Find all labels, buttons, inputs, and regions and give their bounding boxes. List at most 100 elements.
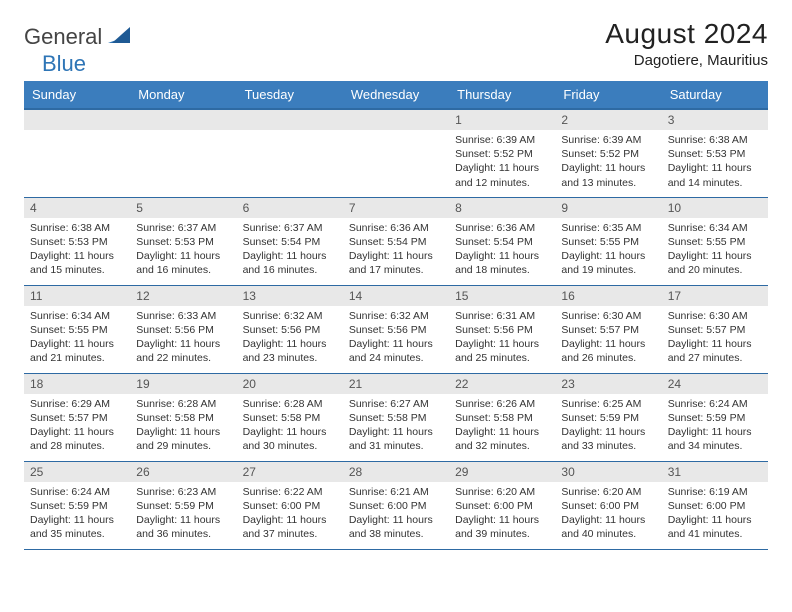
day-info: Sunrise: 6:39 AMSunset: 5:52 PMDaylight:…	[555, 130, 661, 193]
calendar-row: 1Sunrise: 6:39 AMSunset: 5:52 PMDaylight…	[24, 109, 768, 197]
brand-word-2: Blue	[42, 51, 86, 77]
day-info: Sunrise: 6:36 AMSunset: 5:54 PMDaylight:…	[449, 218, 555, 281]
day-cell: 25Sunrise: 6:24 AMSunset: 5:59 PMDayligh…	[24, 461, 130, 549]
header: General August 2024 Dagotiere, Mauritius	[24, 18, 768, 69]
day-cell: 14Sunrise: 6:32 AMSunset: 5:56 PMDayligh…	[343, 285, 449, 373]
day-cell: 28Sunrise: 6:21 AMSunset: 6:00 PMDayligh…	[343, 461, 449, 549]
day-cell	[130, 109, 236, 197]
day-info: Sunrise: 6:38 AMSunset: 5:53 PMDaylight:…	[662, 130, 768, 193]
location-label: Dagotiere, Mauritius	[605, 52, 768, 69]
day-cell: 2Sunrise: 6:39 AMSunset: 5:52 PMDaylight…	[555, 109, 661, 197]
day-number: 23	[555, 374, 661, 394]
empty-day-bar	[237, 110, 343, 130]
day-cell: 23Sunrise: 6:25 AMSunset: 5:59 PMDayligh…	[555, 373, 661, 461]
day-cell: 4Sunrise: 6:38 AMSunset: 5:53 PMDaylight…	[24, 197, 130, 285]
day-info: Sunrise: 6:20 AMSunset: 6:00 PMDaylight:…	[449, 482, 555, 545]
day-cell: 16Sunrise: 6:30 AMSunset: 5:57 PMDayligh…	[555, 285, 661, 373]
empty-day-bar	[343, 110, 449, 130]
day-cell: 8Sunrise: 6:36 AMSunset: 5:54 PMDaylight…	[449, 197, 555, 285]
weekday-header: Thursday	[449, 81, 555, 109]
day-info: Sunrise: 6:38 AMSunset: 5:53 PMDaylight:…	[24, 218, 130, 281]
day-number: 12	[130, 286, 236, 306]
day-info: Sunrise: 6:33 AMSunset: 5:56 PMDaylight:…	[130, 306, 236, 369]
day-info: Sunrise: 6:25 AMSunset: 5:59 PMDaylight:…	[555, 394, 661, 457]
day-cell: 24Sunrise: 6:24 AMSunset: 5:59 PMDayligh…	[662, 373, 768, 461]
day-number: 28	[343, 462, 449, 482]
day-cell: 6Sunrise: 6:37 AMSunset: 5:54 PMDaylight…	[237, 197, 343, 285]
day-info: Sunrise: 6:30 AMSunset: 5:57 PMDaylight:…	[662, 306, 768, 369]
empty-day-bar	[130, 110, 236, 130]
day-info: Sunrise: 6:39 AMSunset: 5:52 PMDaylight:…	[449, 130, 555, 193]
day-info: Sunrise: 6:22 AMSunset: 6:00 PMDaylight:…	[237, 482, 343, 545]
day-info: Sunrise: 6:26 AMSunset: 5:58 PMDaylight:…	[449, 394, 555, 457]
day-cell	[237, 109, 343, 197]
brand-logo: General	[24, 18, 132, 50]
title-block: August 2024 Dagotiere, Mauritius	[605, 18, 768, 69]
day-cell: 11Sunrise: 6:34 AMSunset: 5:55 PMDayligh…	[24, 285, 130, 373]
calendar-row: 4Sunrise: 6:38 AMSunset: 5:53 PMDaylight…	[24, 197, 768, 285]
day-number: 4	[24, 198, 130, 218]
day-cell: 19Sunrise: 6:28 AMSunset: 5:58 PMDayligh…	[130, 373, 236, 461]
day-number: 21	[343, 374, 449, 394]
calendar-row: 11Sunrise: 6:34 AMSunset: 5:55 PMDayligh…	[24, 285, 768, 373]
day-cell: 26Sunrise: 6:23 AMSunset: 5:59 PMDayligh…	[130, 461, 236, 549]
day-cell: 30Sunrise: 6:20 AMSunset: 6:00 PMDayligh…	[555, 461, 661, 549]
day-cell: 18Sunrise: 6:29 AMSunset: 5:57 PMDayligh…	[24, 373, 130, 461]
weekday-header: Monday	[130, 81, 236, 109]
day-info: Sunrise: 6:24 AMSunset: 5:59 PMDaylight:…	[662, 394, 768, 457]
calendar-table: Sunday Monday Tuesday Wednesday Thursday…	[24, 81, 768, 550]
brand-triangle-icon	[108, 27, 130, 48]
day-number: 7	[343, 198, 449, 218]
day-number: 26	[130, 462, 236, 482]
day-cell: 22Sunrise: 6:26 AMSunset: 5:58 PMDayligh…	[449, 373, 555, 461]
day-info: Sunrise: 6:30 AMSunset: 5:57 PMDaylight:…	[555, 306, 661, 369]
brand-word-1: General	[24, 24, 102, 50]
day-number: 5	[130, 198, 236, 218]
day-number: 1	[449, 110, 555, 130]
day-number: 16	[555, 286, 661, 306]
day-info: Sunrise: 6:36 AMSunset: 5:54 PMDaylight:…	[343, 218, 449, 281]
day-number: 6	[237, 198, 343, 218]
day-info: Sunrise: 6:34 AMSunset: 5:55 PMDaylight:…	[662, 218, 768, 281]
weekday-header-row: Sunday Monday Tuesday Wednesday Thursday…	[24, 81, 768, 109]
day-info: Sunrise: 6:34 AMSunset: 5:55 PMDaylight:…	[24, 306, 130, 369]
day-cell: 9Sunrise: 6:35 AMSunset: 5:55 PMDaylight…	[555, 197, 661, 285]
empty-day-bar	[24, 110, 130, 130]
day-info: Sunrise: 6:19 AMSunset: 6:00 PMDaylight:…	[662, 482, 768, 545]
day-cell	[24, 109, 130, 197]
day-cell: 7Sunrise: 6:36 AMSunset: 5:54 PMDaylight…	[343, 197, 449, 285]
calendar-row: 25Sunrise: 6:24 AMSunset: 5:59 PMDayligh…	[24, 461, 768, 549]
day-cell: 5Sunrise: 6:37 AMSunset: 5:53 PMDaylight…	[130, 197, 236, 285]
day-info: Sunrise: 6:29 AMSunset: 5:57 PMDaylight:…	[24, 394, 130, 457]
day-info: Sunrise: 6:27 AMSunset: 5:58 PMDaylight:…	[343, 394, 449, 457]
day-info: Sunrise: 6:35 AMSunset: 5:55 PMDaylight:…	[555, 218, 661, 281]
day-number: 8	[449, 198, 555, 218]
day-number: 3	[662, 110, 768, 130]
day-cell: 10Sunrise: 6:34 AMSunset: 5:55 PMDayligh…	[662, 197, 768, 285]
day-number: 10	[662, 198, 768, 218]
day-number: 14	[343, 286, 449, 306]
day-number: 15	[449, 286, 555, 306]
day-cell	[343, 109, 449, 197]
day-cell: 12Sunrise: 6:33 AMSunset: 5:56 PMDayligh…	[130, 285, 236, 373]
day-info: Sunrise: 6:24 AMSunset: 5:59 PMDaylight:…	[24, 482, 130, 545]
day-cell: 1Sunrise: 6:39 AMSunset: 5:52 PMDaylight…	[449, 109, 555, 197]
day-number: 24	[662, 374, 768, 394]
weekday-header: Saturday	[662, 81, 768, 109]
day-info: Sunrise: 6:28 AMSunset: 5:58 PMDaylight:…	[130, 394, 236, 457]
day-number: 2	[555, 110, 661, 130]
day-cell: 20Sunrise: 6:28 AMSunset: 5:58 PMDayligh…	[237, 373, 343, 461]
day-number: 29	[449, 462, 555, 482]
day-number: 13	[237, 286, 343, 306]
weekday-header: Friday	[555, 81, 661, 109]
day-number: 27	[237, 462, 343, 482]
day-info: Sunrise: 6:32 AMSunset: 5:56 PMDaylight:…	[343, 306, 449, 369]
day-cell: 29Sunrise: 6:20 AMSunset: 6:00 PMDayligh…	[449, 461, 555, 549]
day-number: 11	[24, 286, 130, 306]
weekday-header: Wednesday	[343, 81, 449, 109]
day-info: Sunrise: 6:28 AMSunset: 5:58 PMDaylight:…	[237, 394, 343, 457]
day-cell: 15Sunrise: 6:31 AMSunset: 5:56 PMDayligh…	[449, 285, 555, 373]
day-number: 17	[662, 286, 768, 306]
day-cell: 13Sunrise: 6:32 AMSunset: 5:56 PMDayligh…	[237, 285, 343, 373]
calendar-body: 1Sunrise: 6:39 AMSunset: 5:52 PMDaylight…	[24, 109, 768, 549]
